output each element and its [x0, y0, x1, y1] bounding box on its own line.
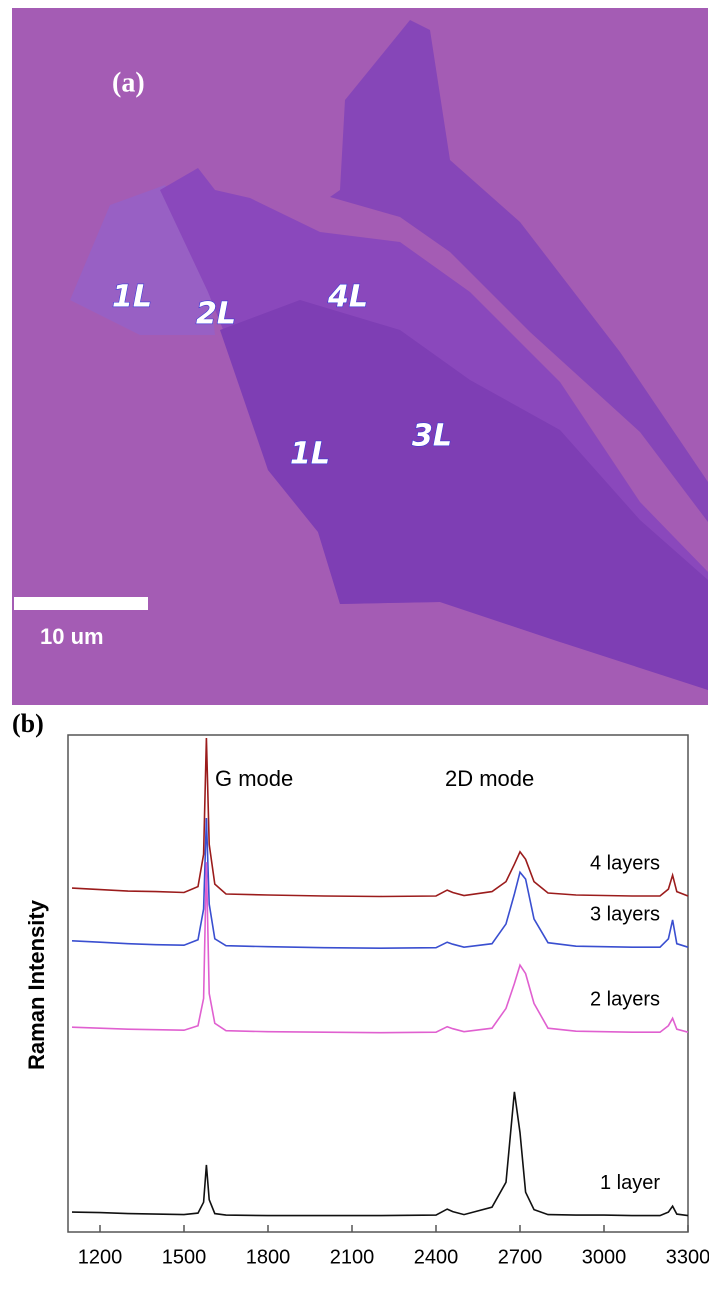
scale-bar	[14, 597, 148, 610]
layer-label: 1L	[112, 280, 152, 315]
series-label: 4 layers	[590, 852, 660, 874]
y-axis-label: Raman Intensity	[24, 899, 49, 1070]
spectrum	[71, 817, 689, 950]
micrograph: (a) 1L 2L 4L 1L 3L 10 um	[12, 8, 708, 705]
flake-3l	[220, 300, 708, 690]
layer-label: 1L	[290, 437, 330, 472]
x-tick-label: 2700	[498, 1246, 543, 1268]
layer-label: 4L	[327, 280, 368, 315]
x-tick-label: 3000	[582, 1246, 627, 1268]
layer-label: 2L	[196, 297, 236, 332]
series-label: 3 layers	[590, 904, 660, 926]
spectrum	[71, 737, 689, 898]
annotation: G mode	[215, 766, 293, 791]
series-label: 1 layer	[600, 1172, 660, 1194]
spectrum	[71, 1091, 689, 1217]
flake-top	[330, 20, 708, 522]
layer-label: 3L	[412, 419, 452, 454]
x-tick-label: 1200	[78, 1246, 123, 1268]
annotation: 2D mode	[445, 766, 534, 791]
x-tick-label: 1800	[246, 1246, 291, 1268]
spectrum	[71, 862, 689, 1034]
x-tick-label: 2400	[414, 1246, 459, 1268]
panel-label: (a)	[112, 67, 145, 98]
x-tick-label: 3300	[666, 1246, 709, 1268]
panel-label: (b)	[12, 709, 44, 738]
x-tick-label: 1500	[162, 1246, 207, 1268]
series-label: 2 layers	[590, 988, 660, 1010]
x-tick-label: 2100	[330, 1246, 375, 1268]
plot-frame	[67, 734, 689, 1233]
scale-bar-label: 10 um	[40, 624, 104, 649]
